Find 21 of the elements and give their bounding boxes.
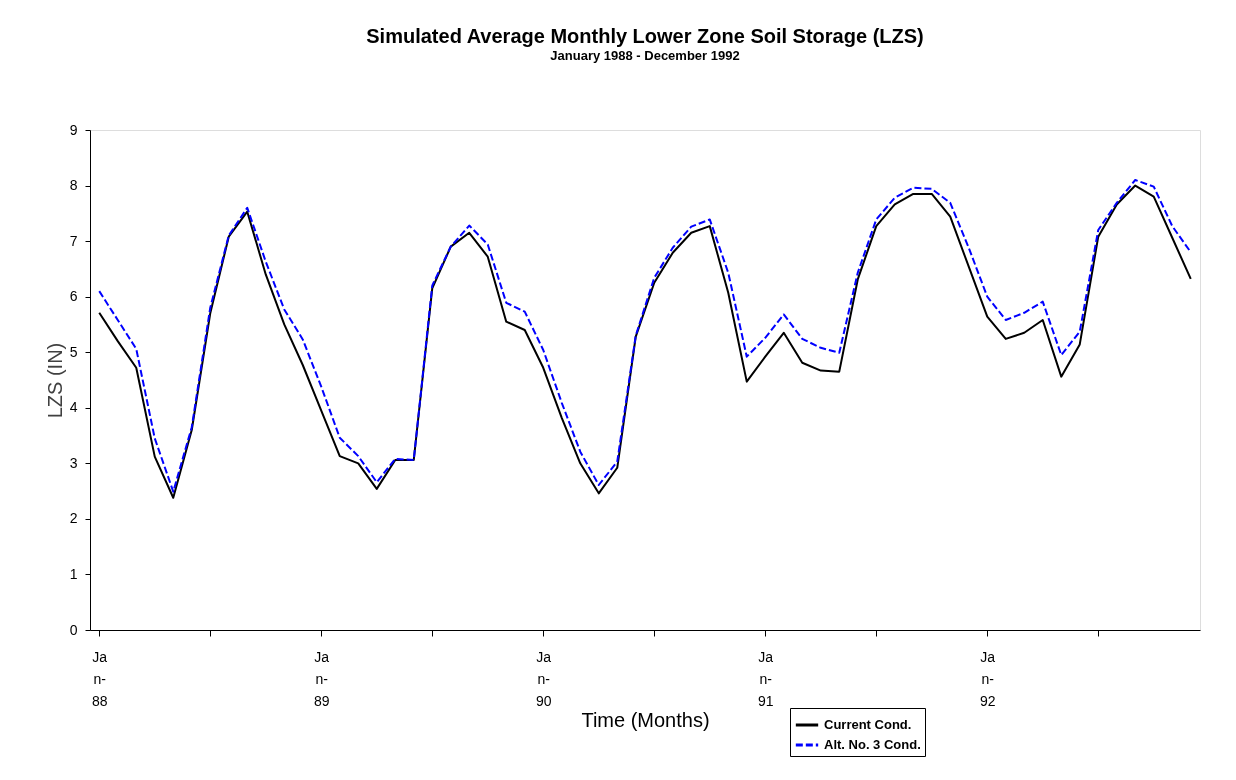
y-tick-label: 4 (69, 399, 78, 416)
y-axis-title: LZS (IN) (43, 342, 66, 419)
chart-subtitle: January 1988 - December 1992 (550, 48, 740, 63)
y-tick-label: 7 (69, 232, 78, 249)
y-tick-label: 3 (69, 454, 78, 471)
legend-label: Alt. No. 3 Cond. (824, 737, 921, 752)
legend-label: Current Cond. (824, 717, 912, 732)
x-tick-label: Jan-90 (535, 648, 552, 709)
x-axis-title: Time (Months) (581, 708, 710, 731)
x-tick-label: Jan-88 (91, 648, 108, 709)
x-tick-label: Jan-91 (757, 648, 774, 709)
x-tick-label: Jan-89 (313, 648, 330, 709)
y-tick-label: 8 (69, 177, 78, 194)
y-tick-label: 6 (69, 288, 78, 305)
x-tick-label: Jan-92 (979, 648, 996, 709)
y-tick-label: 2 (69, 510, 78, 527)
y-tick-label: 1 (69, 565, 78, 582)
y-tick-label: 5 (69, 343, 78, 360)
y-tick-label: 9 (69, 121, 78, 138)
y-tick-label: 0 (69, 621, 78, 638)
chart-title: Simulated Average Monthly Lower Zone Soil Storage (LZS) (366, 25, 924, 47)
